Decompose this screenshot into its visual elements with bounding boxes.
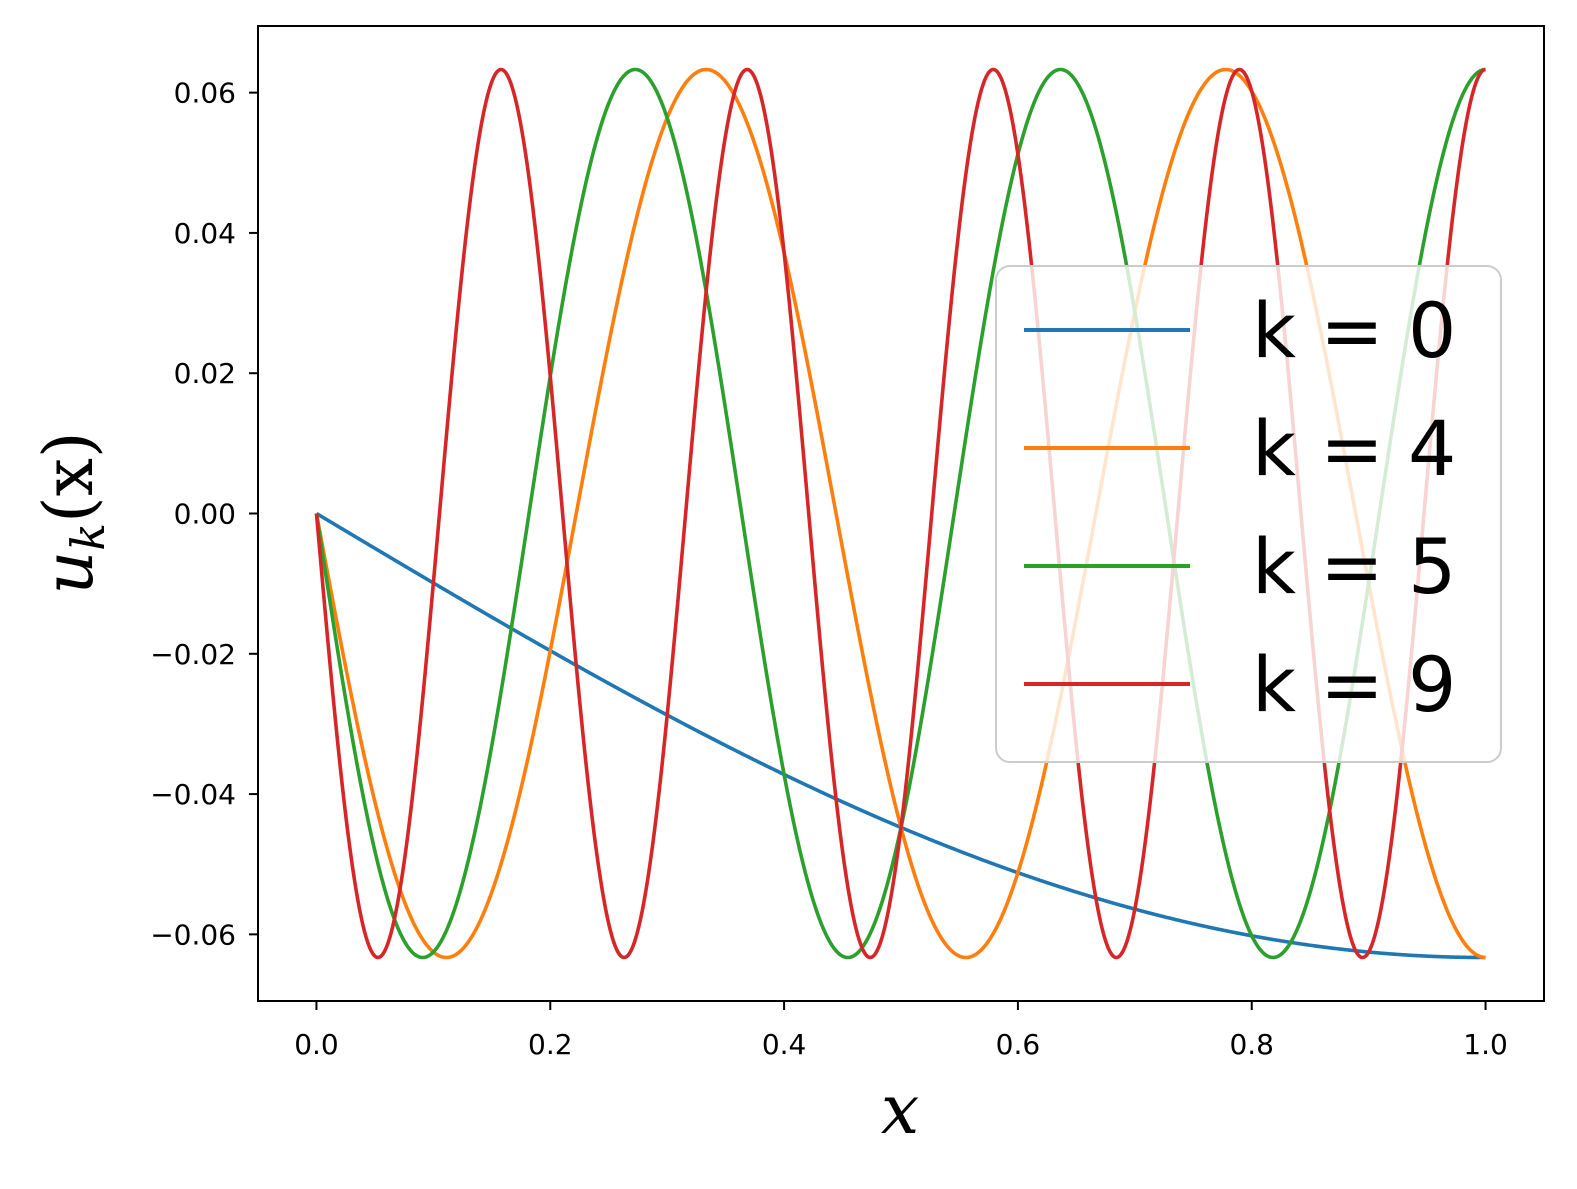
ticks-layer: 0.0 0.2 0.4 0.6 0.8 1.0 0.06 0.04 0.02 0.00 −0.02 −… [150, 77, 1508, 1061]
legend-frame [995, 265, 1502, 763]
y-tick-label-0: 0.06 [174, 77, 236, 110]
x-tick-label-2: 0.4 [762, 1028, 807, 1061]
y-tick-label-6: −0.06 [150, 918, 236, 951]
x-tick-label-1: 0.2 [528, 1028, 573, 1061]
x-axis-label: x [881, 1071, 919, 1150]
y-axis-label-main: u [30, 551, 109, 595]
x-tick-label-0: 0.0 [294, 1028, 339, 1061]
x-tick-label-5: 1.0 [1463, 1028, 1508, 1061]
legend: k = 0 k = 4 k = 5 k = 9 [995, 265, 1502, 763]
svg-text:uk(x): uk(x) [30, 431, 115, 594]
y-tick-label-5: −0.04 [150, 778, 236, 811]
y-axis-label: uk(x) [30, 431, 115, 594]
legend-entries: k = 0 k = 4 k = 5 k = 9 [1024, 286, 1456, 729]
y-tick-label-1: 0.04 [174, 217, 236, 250]
series-layer [314, 67, 1487, 960]
x-tick-label-4: 0.8 [1229, 1028, 1274, 1061]
legend-label-3: k = 9 [1252, 640, 1456, 729]
legend-label-2: k = 5 [1252, 522, 1456, 611]
y-tick-label-2: 0.02 [174, 357, 236, 390]
y-axis-label-sub: k [61, 523, 115, 551]
legend-label-0: k = 0 [1252, 286, 1456, 375]
y-tick-label-4: −0.02 [150, 638, 236, 671]
x-tick-label-3: 0.6 [996, 1028, 1041, 1061]
legend-label-1: k = 4 [1252, 404, 1456, 493]
y-tick-label-3: 0.00 [174, 498, 236, 531]
y-axis-label-arg: (x) [30, 431, 109, 522]
